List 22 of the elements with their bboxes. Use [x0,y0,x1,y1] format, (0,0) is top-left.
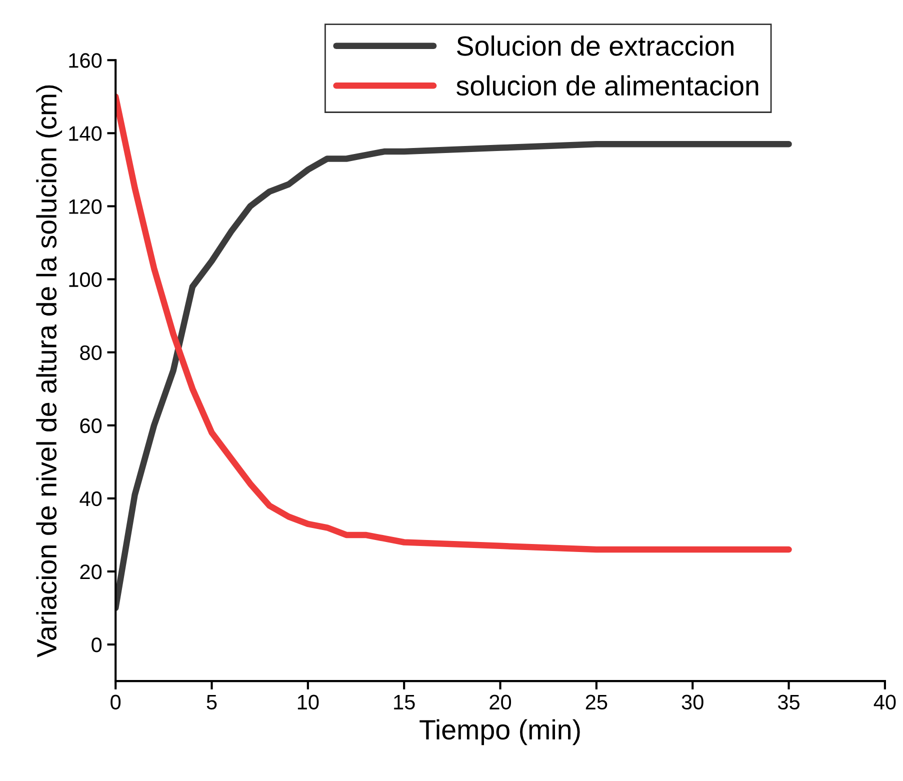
x-tick-label: 5 [206,694,217,710]
y-tick-label: 60 [80,418,102,434]
y-tick-label: 160 [69,53,102,68]
legend-label: solucion de alimentacion [456,75,758,96]
y-tick-label: 100 [69,272,102,288]
y-tick-label: 140 [69,126,102,141]
x-tick-label: 25 [586,694,608,710]
x-tick-label: 15 [394,694,415,710]
y-tick-label: 20 [80,564,102,580]
y-tick-label: 120 [69,199,102,214]
y-tick-label: 80 [80,345,102,360]
y-tick-label: 0 [92,638,102,652]
legend-label: Solucion de extraccion [457,35,734,56]
x-tick-label: 40 [874,694,896,710]
x-tick-label: 20 [490,694,512,710]
x-tick-label: 0 [110,694,121,710]
y-tick-label: 40 [80,491,102,506]
x-axis-title: Tiempo (min) [420,719,580,746]
x-tick-label: 30 [682,694,704,710]
x-tick-label: 35 [778,694,800,710]
x-tick-label: 10 [298,694,319,710]
y-axis-title: Variacion de nivel de altura de la solucion (cm) [36,85,62,658]
